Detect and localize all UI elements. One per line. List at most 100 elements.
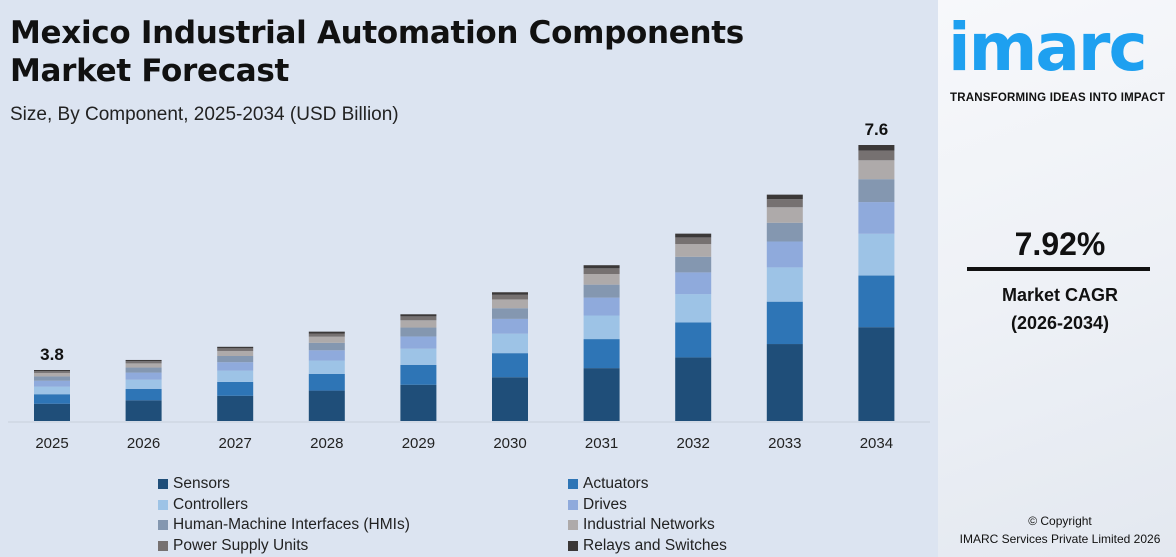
bar-segment-human-machine-interfaces-hmis- [858, 179, 895, 203]
bar-segment-actuators [308, 373, 345, 391]
bar-segment-relays-and-switches [125, 359, 162, 362]
x-tick-label: 2028 [310, 435, 343, 452]
bar-segment-drives [492, 318, 528, 334]
bar-segment-actuators [400, 364, 437, 385]
bar-segment-drives [217, 362, 254, 371]
legend-swatch [158, 499, 168, 510]
bar-segment-industrial-networks [400, 320, 437, 328]
bar-segment-controllers [492, 333, 528, 354]
total-label: 3.8 [40, 345, 64, 364]
bar-segment-actuators [583, 339, 620, 369]
bar-segment-power-supply-units [766, 199, 803, 208]
bar-segment-human-machine-interfaces-hmis- [34, 376, 70, 381]
bar-segment-controllers [308, 360, 345, 374]
legend-item: Human-Machine Interfaces (HMIs) [158, 516, 410, 534]
legend-label: Relays and Switches [583, 536, 727, 554]
chart-subtitle: Size, By Component, 2025-2034 (USD Billi… [10, 104, 399, 125]
bar-segment-human-machine-interfaces-hmis- [583, 284, 620, 298]
x-tick-label: 2027 [219, 435, 252, 452]
bar-segment-sensors [492, 377, 528, 421]
bar-segment-power-supply-units [492, 294, 528, 300]
cagr-period: (2026-2034) [1010, 313, 1110, 333]
bar-segment-sensors [675, 357, 712, 421]
bar-segment-industrial-networks [492, 299, 528, 309]
bar-segment-controllers [583, 315, 620, 340]
legend-label: Human-Machine Interfaces (HMIs) [173, 516, 410, 533]
bar-segment-industrial-networks [125, 363, 162, 368]
bar-segment-drives [675, 272, 712, 295]
bar-segment-power-supply-units [675, 237, 712, 245]
bar-segment-actuators [217, 381, 254, 396]
legend-label: Sensors [173, 475, 230, 492]
bar-segment-relays-and-switches [34, 370, 70, 372]
bar-segment-sensors [34, 403, 70, 421]
bar-segment-relays-and-switches [217, 346, 254, 349]
stacked-bar-chart: 2025 3.8 2026 2027 2028 2029 2030 2031 2032 2033 2… [8, 120, 930, 452]
bar-segment-drives [308, 350, 345, 361]
bar-segment-power-supply-units [308, 333, 345, 337]
bar-segment-drives [583, 297, 620, 316]
bar-segment-sensors [125, 400, 162, 421]
bar-segment-controllers [217, 370, 254, 382]
x-tick-label: 2025 [35, 435, 68, 452]
bar-segment-sensors [217, 395, 254, 421]
legend-label: Drives [583, 495, 627, 513]
bar-segment-relays-and-switches [400, 314, 437, 317]
bar-segment-relays-and-switches [308, 331, 345, 334]
legend-item: Drives [568, 496, 627, 514]
bar-segment-relays-and-switches [858, 145, 895, 151]
bar-segment-power-supply-units [583, 268, 620, 275]
x-tick-label: 2032 [677, 435, 710, 452]
bar-segment-drives [400, 336, 437, 349]
bar-segment-controllers [34, 386, 70, 395]
legend-swatch [568, 520, 578, 530]
x-tick-label: 2030 [493, 435, 526, 452]
bar-segment-sensors [858, 327, 895, 421]
bar-segment-human-machine-interfaces-hmis- [400, 327, 437, 337]
legend-label: Industrial Networks [583, 516, 715, 533]
bar-segment-industrial-networks [583, 274, 620, 285]
title-line-2: Market Forecast [10, 53, 290, 89]
title-line-1: Mexico Industrial Automation Components [10, 15, 744, 51]
brand-tagline: TRANSFORMING IDEAS INTO IMPACT [950, 92, 1166, 104]
bar-segment-sensors [400, 384, 437, 421]
bar-segment-industrial-networks [675, 244, 712, 257]
bar-segment-human-machine-interfaces-hmis- [492, 308, 528, 319]
legend-item: Relays and Switches [568, 537, 727, 555]
bar-segment-sensors [308, 390, 345, 421]
legend-item: Actuators [568, 475, 648, 493]
bar-segment-human-machine-interfaces-hmis- [675, 256, 712, 273]
chart-title: Mexico Industrial Automation Components M… [10, 14, 744, 90]
bar-segment-relays-and-switches [492, 292, 528, 295]
bar-segment-drives [34, 380, 70, 387]
bar-segment-actuators [34, 394, 70, 404]
legend-item: Controllers [158, 496, 248, 514]
legend-label: Actuators [583, 475, 649, 492]
bar-segment-actuators [675, 322, 712, 358]
bar-segment-actuators [766, 301, 803, 345]
bar-segment-human-machine-interfaces-hmis- [766, 222, 803, 242]
bar-segment-sensors [583, 368, 620, 421]
brand-panel: imarc TRANSFORMING IDEAS INTO IMPACT 7.9… [938, 0, 1176, 557]
bar-segment-power-supply-units [217, 348, 254, 351]
legend-label: Power Supply Units [173, 536, 309, 554]
bar-segment-relays-and-switches [675, 233, 712, 238]
bar-segment-relays-and-switches [583, 265, 620, 269]
bar-segment-relays-and-switches [766, 194, 803, 200]
bar-segment-power-supply-units [858, 150, 895, 161]
bar-segment-industrial-networks [858, 160, 895, 180]
bar-segment-human-machine-interfaces-hmis- [125, 367, 162, 373]
bar-segment-sensors [766, 344, 803, 421]
x-tick-label: 2029 [402, 435, 435, 452]
cagr-divider [967, 267, 1150, 271]
total-label: 7.6 [865, 120, 889, 139]
bar-segment-actuators [492, 353, 528, 378]
bar-segment-controllers [858, 233, 895, 276]
bar-segment-actuators [858, 275, 895, 328]
legend-swatch [568, 479, 578, 489]
x-tick-label: 2026 [127, 435, 160, 452]
bar-segment-controllers [766, 267, 803, 302]
legend-swatch [158, 520, 168, 530]
bar-segment-industrial-networks [34, 372, 70, 377]
bar-segment-drives [766, 241, 803, 268]
